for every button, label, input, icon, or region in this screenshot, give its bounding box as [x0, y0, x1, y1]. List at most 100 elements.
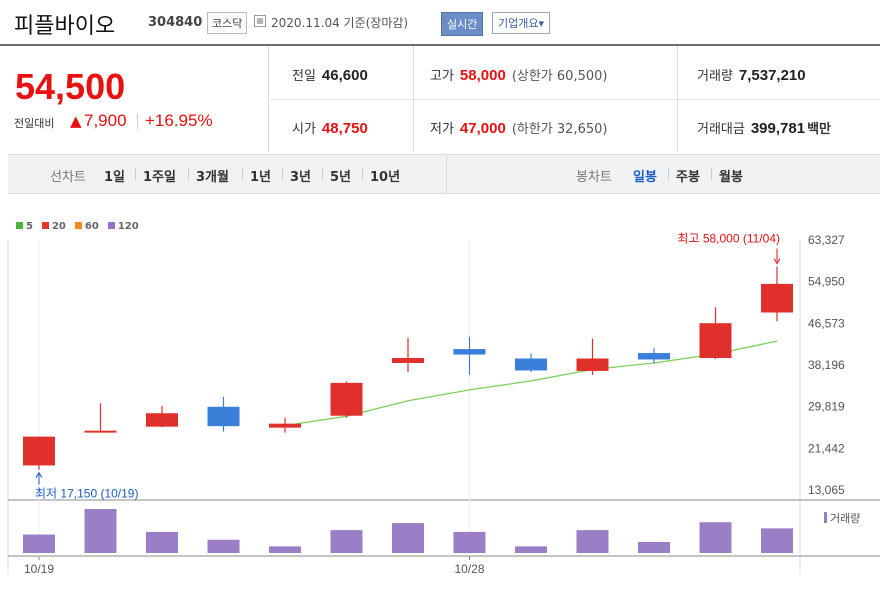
tab-3month[interactable]: 3개월 — [196, 170, 229, 185]
candle — [146, 405, 178, 428]
stat-label: 거래대금 — [697, 122, 745, 137]
candle-body — [23, 436, 55, 466]
volume-bar — [84, 509, 117, 553]
stat-value: 7,537,210 — [738, 67, 806, 84]
legend-label: 20 — [51, 221, 66, 232]
stat-volume: 거래량 7,537,210 — [697, 65, 806, 84]
tab-10year[interactable]: 10년 — [370, 170, 401, 185]
stat-label: 거래량 — [697, 69, 733, 84]
stat-open: 시가 48,750 — [292, 118, 368, 137]
chart-period-tabs: 선차트 1일 1주일 3개월 1년 3년 5년 10년 봉차트 일봉 주봉 월봉 — [8, 154, 880, 194]
candle — [207, 396, 240, 432]
min-arrow-head — [35, 471, 43, 478]
realtime-button[interactable]: 실시간 — [441, 12, 484, 36]
stat-value: 46,600 — [321, 67, 368, 84]
legend-item-ma20: 20 — [41, 221, 66, 232]
x-tick-label: 10/19 — [24, 562, 54, 576]
basis-text: 기준(장마감) — [343, 16, 409, 30]
volume-legend-swatch — [824, 512, 827, 523]
volume-bar — [146, 531, 178, 553]
stat-value: 48,750 — [321, 120, 368, 137]
divider — [446, 155, 447, 193]
stock-header: 피플바이오 304840 코스닥 ▦ 2020.11.04 기준(장마감) 실시… — [0, 0, 880, 46]
divider — [268, 46, 269, 152]
stat-amount: 거래대금 399,781 백만 — [697, 118, 831, 137]
candle — [699, 307, 732, 360]
tab-monthly[interactable]: 월봉 — [719, 170, 743, 185]
legend-label: 120 — [117, 221, 139, 232]
tab-3year[interactable]: 3년 — [290, 170, 312, 185]
candle — [761, 266, 793, 322]
lower-limit: (하한가 32,650) — [511, 122, 608, 137]
volume-bar — [330, 530, 363, 553]
candle-body — [638, 353, 670, 360]
y-tick-label: 38,196 — [808, 358, 845, 372]
candle — [330, 381, 363, 418]
tab-weekly[interactable]: 주봉 — [676, 170, 700, 185]
change-rate: +16.95% — [145, 111, 213, 130]
divider — [282, 168, 283, 180]
divider — [668, 168, 669, 180]
y-tick-label: 21,442 — [808, 441, 845, 455]
legend-item-ma120: 120 — [107, 221, 139, 232]
legend-item-ma5: 5 — [16, 221, 33, 232]
divider — [270, 99, 880, 100]
volume-bar — [576, 530, 609, 553]
tab-daily[interactable]: 일봉 — [633, 170, 657, 185]
candle — [23, 436, 55, 470]
date-text: 2020.11.04 — [271, 16, 340, 30]
candle — [392, 337, 424, 372]
y-tick-label: 46,573 — [808, 316, 845, 330]
legend-swatch — [107, 222, 115, 229]
company-info-dropdown[interactable]: 기업개요▾ — [492, 12, 551, 34]
volume-bar — [638, 542, 670, 553]
tab-1day[interactable]: 1일 — [104, 170, 126, 185]
divider — [711, 168, 712, 180]
tab-1year[interactable]: 1년 — [250, 170, 272, 185]
stat-value: 47,000 — [459, 120, 506, 137]
divider — [322, 168, 323, 180]
x-tick-label: 10/28 — [454, 562, 484, 576]
y-tick-label: 54,950 — [808, 275, 845, 289]
legend-label: 5 — [26, 221, 33, 232]
candle-body — [330, 382, 363, 416]
candle — [576, 338, 609, 375]
candle-body — [392, 358, 424, 363]
volume-bar — [392, 523, 424, 553]
divider — [362, 168, 363, 180]
legend-item-ma60: 60 — [74, 221, 99, 232]
price-change: 7,900 — [84, 111, 127, 130]
candle — [453, 336, 486, 375]
stat-label: 저가 — [430, 122, 454, 137]
tab-5year[interactable]: 5년 — [330, 170, 352, 185]
candle — [84, 403, 117, 433]
stat-high: 고가 58,000 (상한가 60,500) — [430, 65, 607, 84]
calendar-icon: ▦ — [254, 15, 266, 27]
stat-prev-close: 전일 46,600 — [292, 65, 368, 84]
ma-legend: 5 20 60 120 — [16, 221, 148, 232]
candle-body — [84, 430, 117, 433]
candle-body — [761, 283, 793, 313]
price-summary: 54,500 전일대비 ▲ 7,900 +16.95% 전일 46,600 고가 5… — [0, 46, 880, 152]
divider — [242, 168, 243, 180]
stat-label: 전일 — [292, 69, 316, 84]
candle-body — [269, 423, 301, 428]
volume-bar — [269, 546, 301, 553]
tab-1week[interactable]: 1주일 — [143, 170, 176, 185]
stat-label: 시가 — [292, 122, 316, 137]
y-tick-label: 63,327 — [808, 233, 845, 247]
legend-swatch — [74, 222, 82, 229]
up-arrow-icon: ▲ — [70, 112, 82, 130]
candle-body — [699, 323, 732, 359]
ma20-line — [284, 340, 778, 427]
candle-chart-label: 봉차트 — [576, 170, 612, 185]
legend-label: 60 — [84, 221, 99, 232]
compare-label: 전일대비 — [14, 117, 55, 130]
stock-code: 304840 — [148, 15, 203, 30]
line-chart-label: 선차트 — [50, 170, 86, 185]
stat-low: 저가 47,000 (하한가 32,650) — [430, 118, 607, 137]
candle-body — [515, 358, 547, 371]
stock-name: 피플바이오 — [14, 14, 116, 39]
upper-limit: (상한가 60,500) — [511, 69, 608, 84]
volume-bar — [515, 546, 547, 553]
